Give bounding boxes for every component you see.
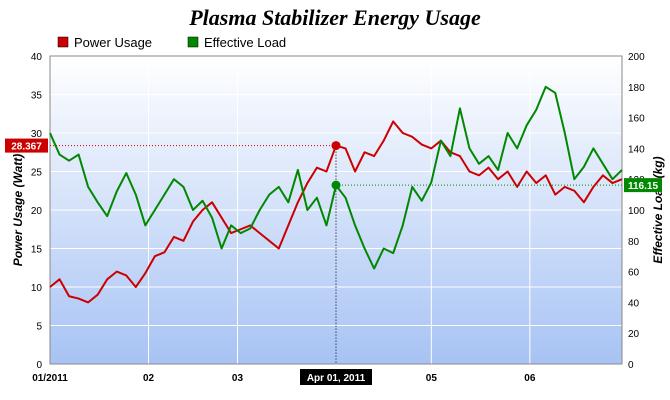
crosshair-point-effective-load <box>331 180 341 190</box>
right-tick-label: 160 <box>628 114 645 125</box>
crosshair-point-power-usage <box>331 141 341 151</box>
x-tick-label: 01/2011 <box>32 373 68 384</box>
left-tick-label: 15 <box>31 245 43 256</box>
right-tick-label: 20 <box>628 329 640 340</box>
right-tick-label: 0 <box>628 360 634 371</box>
x-axis: 01/2011 02 03 05 06 <box>32 373 536 384</box>
left-tick-label: 5 <box>36 322 42 333</box>
right-tick-label: 180 <box>628 83 645 94</box>
right-tick-label: 140 <box>628 144 645 155</box>
crosshair-x-badge <box>300 369 372 385</box>
right-tick-label: 40 <box>628 298 640 309</box>
right-axis: 020406080100120140160180200 <box>628 52 645 371</box>
right-tick-label: 100 <box>628 206 645 217</box>
legend-item-effective-load[interactable]: Effective Load <box>187 35 286 50</box>
x-tick-label: 05 <box>426 373 438 384</box>
legend-swatch-effective-load <box>187 36 199 48</box>
right-tick-label: 60 <box>628 268 640 279</box>
legend-label-effective-load: Effective Load <box>204 35 286 50</box>
legend-swatch-power-usage <box>57 36 69 48</box>
left-tick-label: 25 <box>31 168 43 179</box>
legend[interactable]: Power Usage Effective Load <box>57 35 286 50</box>
crosshair-right-badge <box>624 178 662 193</box>
crosshair-x-value: Apr 01, 2011 <box>307 373 366 384</box>
left-tick-label: 35 <box>31 91 43 102</box>
right-axis-title: Effective Load (kg) <box>651 156 665 263</box>
x-tick-label: 03 <box>232 373 244 384</box>
legend-item-power-usage[interactable]: Power Usage <box>57 35 152 50</box>
crosshair: 28.367 116.15 Apr 01, 2011 <box>5 138 662 385</box>
crosshair-right-value: 116.15 <box>628 181 658 192</box>
x-tick-label: 02 <box>143 373 155 384</box>
x-tick-label: 06 <box>524 373 536 384</box>
left-axis: 0 5 10 15 20 25 30 35 40 <box>31 52 43 371</box>
right-tick-label: 200 <box>628 52 645 63</box>
plot-frame <box>49 55 623 365</box>
legend-label-power-usage: Power Usage <box>74 35 152 50</box>
left-tick-label: 40 <box>31 52 43 63</box>
left-tick-label: 30 <box>31 129 43 140</box>
left-tick-label: 10 <box>31 283 43 294</box>
left-tick-label: 0 <box>36 360 42 371</box>
crosshair-left-value: 28.367 <box>11 142 42 153</box>
crosshair-left-badge <box>5 138 48 153</box>
left-tick-label: 20 <box>31 206 43 217</box>
right-tick-label: 80 <box>628 237 640 248</box>
chart-title: Plasma Stabilizer Energy Usage <box>188 5 481 30</box>
left-axis-title: Power Usage (Watt) <box>11 154 25 266</box>
